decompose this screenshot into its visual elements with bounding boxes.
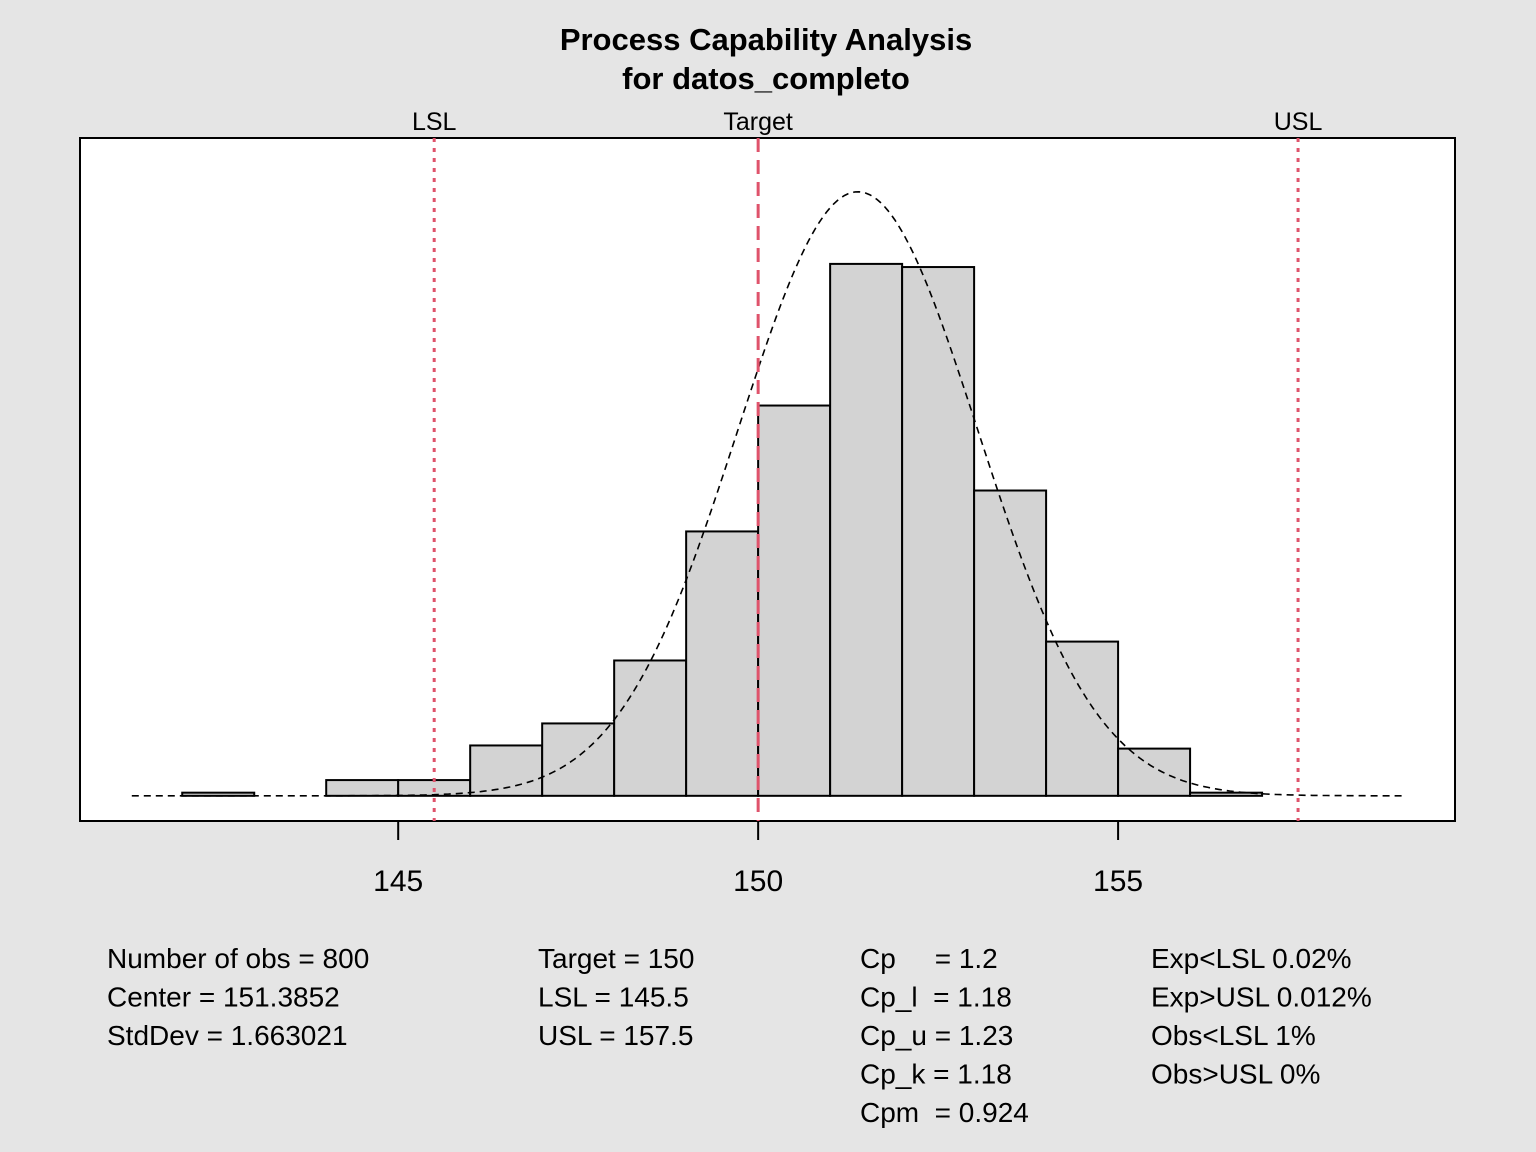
chart-title: Process Capability Analysis xyxy=(560,22,972,57)
histogram-bar xyxy=(973,489,1048,797)
stat-col3-line: Cp_k = 1.18 xyxy=(860,1059,1012,1090)
stat-col1-line: Center = 151.3852 xyxy=(107,982,340,1013)
chart-subtitle: for datos_completo xyxy=(622,61,910,96)
histogram-bar xyxy=(1045,640,1120,797)
stat-col2-line: LSL = 145.5 xyxy=(538,982,689,1013)
stat-col1-line: StdDev = 1.663021 xyxy=(107,1020,348,1051)
stat-col2-line: Target = 150 xyxy=(538,943,694,974)
stat-col3-line: Cpm = 0.924 xyxy=(860,1097,1029,1128)
stat-col2-line: USL = 157.5 xyxy=(538,1020,693,1051)
stat-col4-line: Exp>USL 0.012% xyxy=(1151,982,1372,1013)
histogram-bar xyxy=(757,404,832,797)
stat-col3-line: Cp_l = 1.18 xyxy=(860,982,1012,1013)
histogram-bar xyxy=(1117,747,1192,797)
stat-col3-line: Cp_u = 1.23 xyxy=(860,1020,1013,1051)
histogram-bar xyxy=(901,266,976,797)
stat-col4-line: Obs>USL 0% xyxy=(1151,1059,1320,1090)
histogram-bar xyxy=(541,722,616,797)
x-tick-label: 145 xyxy=(373,865,423,898)
stat-col1-line: Number of obs = 800 xyxy=(107,943,369,974)
spec-label-target: Target xyxy=(723,108,793,136)
histogram-bar xyxy=(325,779,400,797)
stat-col4-line: Exp<LSL 0.02% xyxy=(1151,943,1352,974)
normal-density-curve xyxy=(131,190,1403,797)
x-tick-label: 155 xyxy=(1093,865,1143,898)
histogram-bar xyxy=(1189,791,1264,797)
histogram-bar xyxy=(829,262,904,797)
spec-label-lsl: LSL xyxy=(412,108,457,136)
spec-label-usl: USL xyxy=(1274,108,1323,136)
stat-col4-line: Obs<LSL 1% xyxy=(1151,1020,1316,1051)
x-tick-label: 150 xyxy=(733,865,783,898)
histogram-bar xyxy=(613,659,688,797)
histogram-bar xyxy=(685,530,760,797)
stat-col3-line: Cp = 1.2 xyxy=(860,943,998,974)
